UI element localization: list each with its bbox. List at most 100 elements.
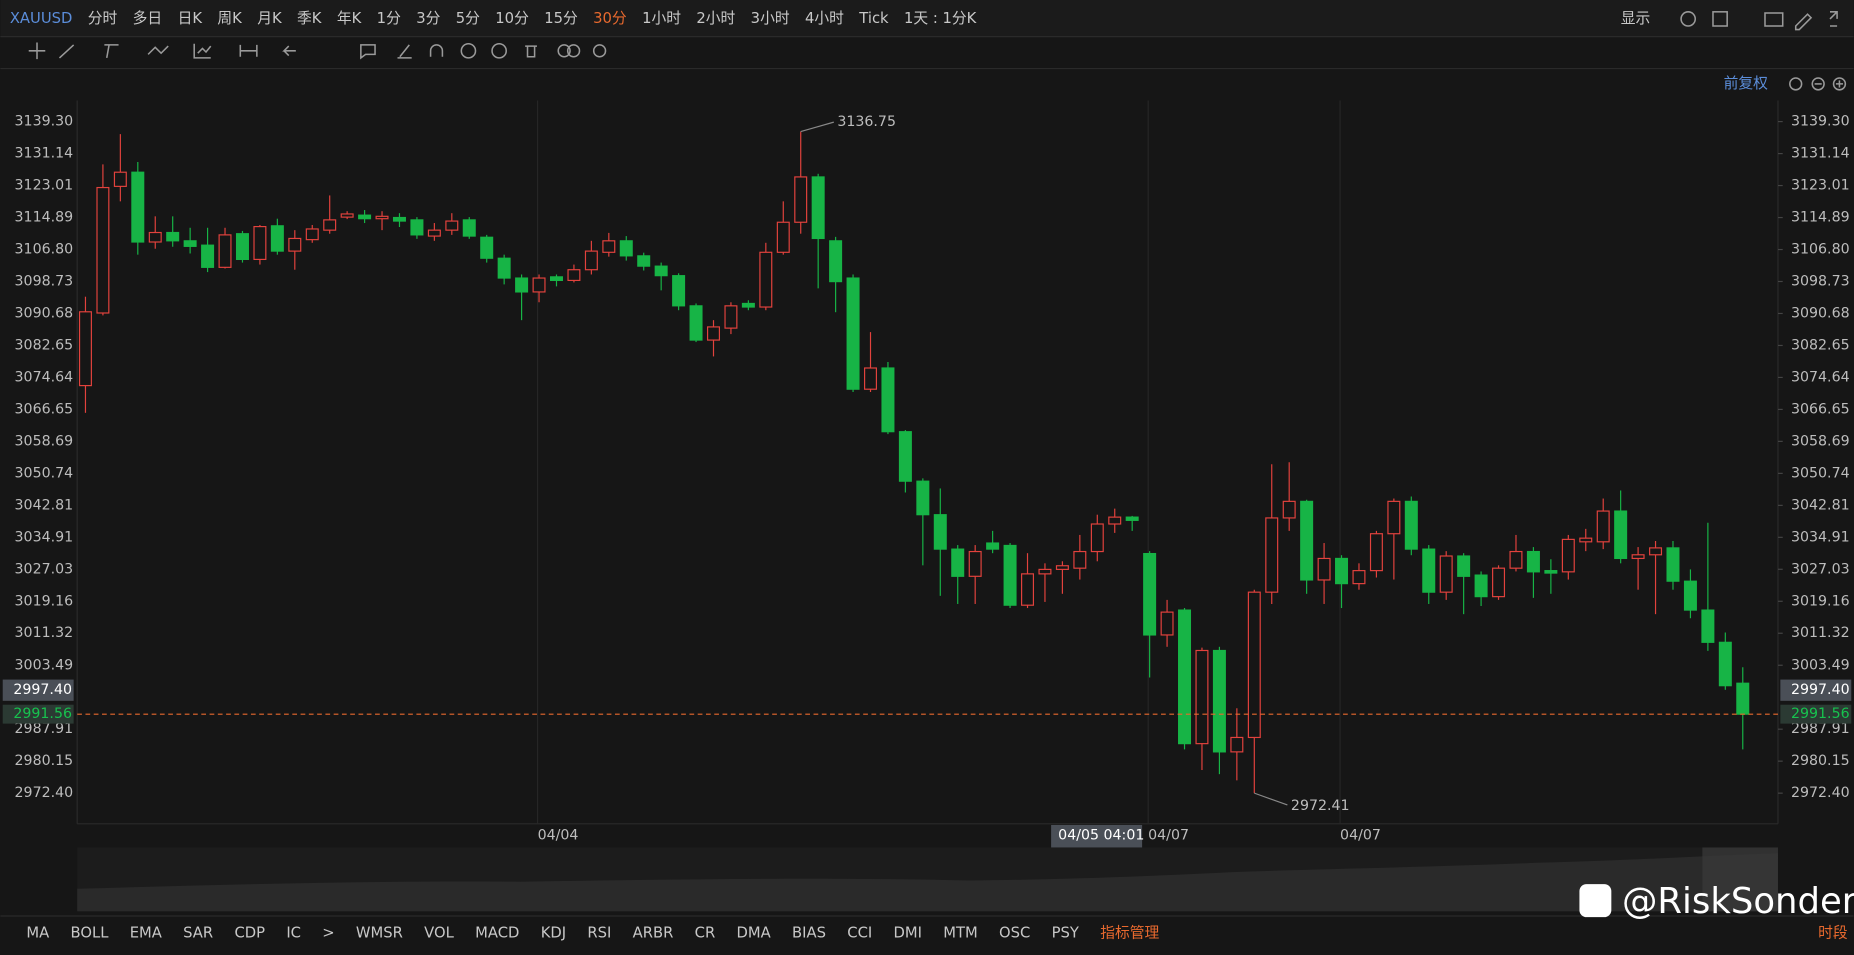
candle-body (584, 250, 598, 271)
period-tab[interactable]: 5分 (456, 10, 480, 27)
period-tab[interactable]: 1小时 (642, 10, 681, 27)
indicator-tab[interactable]: KDJ (541, 925, 566, 942)
candle-body (1317, 557, 1331, 581)
tool-compare[interactable] (557, 44, 571, 58)
last-price-box (2, 704, 74, 724)
period-tab[interactable]: 10分 (495, 10, 529, 27)
indicator-tab[interactable]: IC (286, 925, 301, 942)
period-tab[interactable]: 30分 (593, 10, 627, 27)
indicator-tab[interactable]: BIAS (792, 925, 826, 942)
period-tab[interactable]: 1分 (377, 10, 401, 27)
crosshair-price-label: 2997.40 (13, 682, 72, 698)
tool-measure[interactable] (239, 44, 258, 57)
tool-fib[interactable] (193, 43, 212, 59)
reset-icon[interactable] (1789, 77, 1803, 91)
layout-icon[interactable] (1712, 11, 1728, 27)
tool-note[interactable] (360, 44, 376, 60)
indicator-tab[interactable]: CDP (234, 925, 265, 942)
tool-channel[interactable] (104, 44, 119, 59)
period-tab[interactable]: 15分 (544, 10, 578, 27)
indicator-tab[interactable]: DMI (894, 925, 922, 942)
y-tick-label: 3082.65 (1791, 337, 1850, 353)
zoom-in[interactable] (1832, 77, 1847, 91)
period-tab[interactable]: 年K (337, 10, 362, 27)
indicator-tab[interactable]: MTM (943, 925, 978, 942)
period-tab[interactable]: Tick (858, 10, 889, 27)
y-tick-label: 3123.01 (15, 178, 74, 194)
pen-icon[interactable] (1794, 13, 1813, 31)
period-tab[interactable]: 多日 (133, 10, 163, 27)
indicator-tab[interactable]: PSY (1052, 925, 1080, 942)
fullscreen-icon[interactable] (1829, 11, 1838, 27)
candle-body (1282, 500, 1296, 519)
y-tick-label: 3106.80 (15, 242, 74, 258)
tool-magnet[interactable] (429, 44, 444, 57)
candle-body (1108, 516, 1122, 525)
indicator-tab[interactable]: SAR (183, 925, 213, 942)
tool-lock[interactable] (460, 42, 477, 59)
tool-hide[interactable] (491, 42, 508, 59)
period-tab[interactable]: 月K (257, 10, 282, 27)
candle-body (724, 305, 738, 329)
candle-body (305, 228, 319, 241)
period-tab[interactable]: 1天 : 1分K (904, 10, 977, 27)
settings-icon[interactable] (1680, 11, 1697, 27)
camera-icon[interactable] (1764, 12, 1784, 27)
y-tick-label: 3098.73 (1791, 273, 1850, 289)
candle-body (1439, 555, 1453, 593)
display-menu[interactable]: 显示 (1621, 10, 1651, 27)
candle-body (794, 176, 808, 223)
period-tab[interactable]: 季K (297, 10, 322, 27)
indicator-tab[interactable]: MACD (475, 925, 519, 942)
candle-body (1090, 523, 1104, 553)
period-tab[interactable]: 日K (178, 10, 203, 27)
tool-compare[interactable] (566, 44, 581, 58)
candle-body (1125, 516, 1139, 521)
tool-arrow[interactable] (282, 45, 296, 57)
candle-body (1003, 544, 1017, 606)
candle-body (1544, 570, 1558, 574)
indicator-tab[interactable]: WMSR (356, 925, 403, 942)
tool-delete[interactable] (525, 45, 537, 58)
tool-angle[interactable] (397, 44, 412, 59)
indicator-tab[interactable]: RSI (587, 925, 611, 942)
period-tab[interactable]: 3分 (416, 10, 440, 27)
zoom-in[interactable] (1835, 80, 1843, 88)
period-tab[interactable]: 2小时 (696, 10, 735, 27)
indicator-tab[interactable]: OSC (999, 925, 1030, 942)
drawing-tools[interactable] (28, 11, 1847, 91)
candle-body (1404, 500, 1418, 550)
tool-line[interactable] (58, 44, 75, 59)
candle-body (881, 367, 895, 433)
candle-body (619, 240, 633, 257)
y-tick-label: 3019.16 (1791, 593, 1850, 609)
candle-body (741, 302, 755, 308)
candle-body (497, 257, 511, 279)
period-tab[interactable]: 4小时 (805, 10, 844, 27)
period-tab[interactable]: 3小时 (751, 10, 790, 27)
tool-move[interactable] (28, 42, 46, 60)
tool-wave[interactable] (147, 45, 169, 55)
indicator-manage[interactable]: 指标管理 (1100, 925, 1159, 942)
candle-body (549, 276, 563, 282)
symbol[interactable]: XAUUSD (10, 10, 73, 27)
indicator-tab[interactable]: ARBR (633, 925, 674, 942)
indicator-tab[interactable]: CCI (847, 925, 872, 942)
tool-settings[interactable] (592, 44, 607, 58)
period-tab[interactable]: 分时 (88, 10, 118, 27)
period-tab[interactable]: 周K (217, 10, 242, 27)
candle-body (637, 255, 651, 267)
adjust-label[interactable]: 前复权 (1724, 74, 1769, 92)
indicator-tab[interactable]: > (322, 925, 334, 942)
indicator-tab[interactable]: MA (26, 925, 49, 942)
indicator-tab[interactable]: CR (695, 925, 716, 942)
indicator-tab[interactable]: EMA (130, 925, 162, 942)
navigator-window[interactable] (1702, 847, 1778, 912)
y-tick-label: 3058.69 (1791, 433, 1850, 449)
indicator-tab[interactable]: BOLL (70, 925, 109, 942)
candle-body (654, 265, 668, 277)
indicator-tab[interactable]: VOL (424, 925, 454, 942)
indicator-tab[interactable]: DMA (737, 925, 771, 942)
zoom-out[interactable] (1811, 77, 1825, 91)
session-button[interactable]: 时段 (1818, 925, 1848, 942)
